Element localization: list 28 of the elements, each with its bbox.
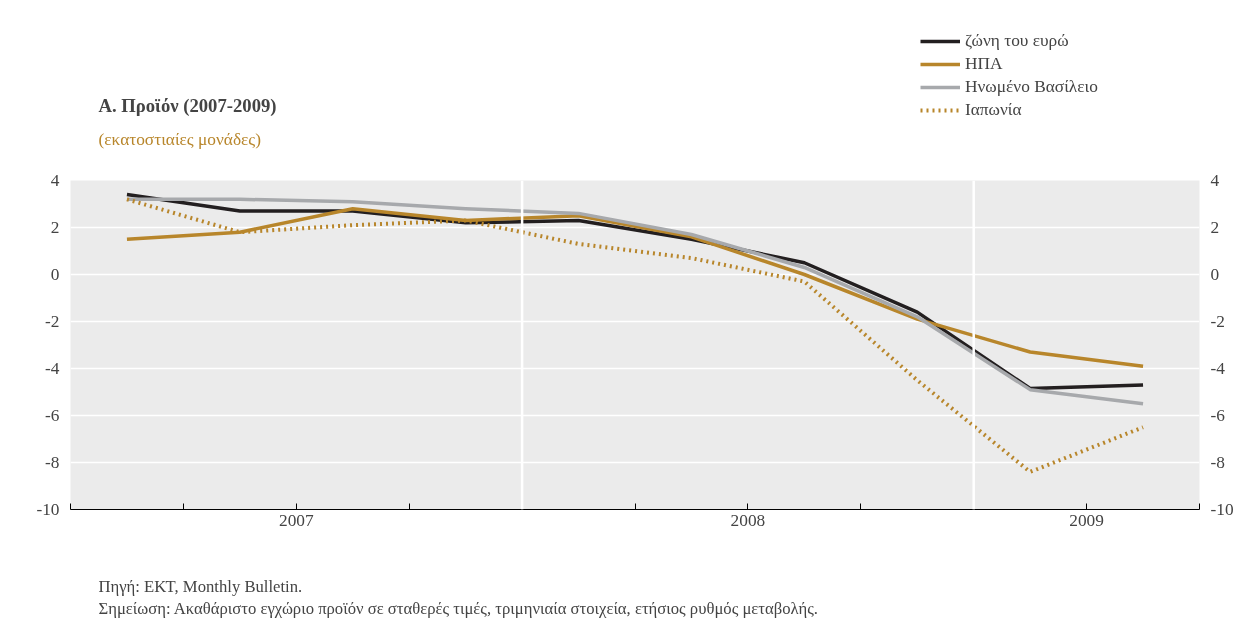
x-tick-label: 2009	[1069, 510, 1104, 530]
y-tick-label: -10	[36, 500, 60, 519]
y-tick-label: 4	[50, 171, 60, 190]
legend-label: ζώνη του ευρώ	[965, 31, 1069, 51]
y-tick-label: -8	[45, 453, 60, 472]
y2-tick-label: -10	[1210, 500, 1234, 519]
text: Σημείωση: Ακαθάριστο εγχώριο προϊόν σε σταθερές τιμές, τριμηνιαία στοιχεία, ετήσιος ρυθμός μεταβολής.	[98, 598, 818, 618]
y-tick-label: -2	[45, 312, 60, 331]
legend-label: ΗΠΑ	[965, 54, 1003, 74]
legend-label: Ιαπωνία	[965, 100, 1022, 120]
y-tick-label: 2	[50, 218, 60, 237]
y2-tick-label: 2	[1210, 218, 1220, 237]
y2-tick-label: -2	[1210, 312, 1225, 331]
x-tick-label: 2007	[278, 510, 314, 530]
y-tick-label: 0	[50, 265, 60, 284]
y2-tick-label: -6	[1210, 406, 1226, 425]
y-tick-label: -4	[45, 359, 60, 378]
text: Πηγή: ΕΚΤ, Monthly Bulletin.	[98, 576, 303, 596]
y2-tick-label: 4	[1210, 171, 1220, 190]
y2-tick-label: -8	[1210, 453, 1225, 472]
chart-subtitle: (εκατοστιαίες μονάδες)	[98, 129, 262, 149]
legend-label: Ηνωμένο Βασίλειο	[965, 77, 1098, 97]
x-tick-label: 2008	[730, 510, 766, 530]
line-series	[124, 197, 1146, 474]
chart-title: Α. Προϊόν (2007-2009)	[98, 94, 277, 117]
y2-tick-label: -4	[1210, 359, 1226, 378]
y-tick-label: -6	[45, 406, 60, 425]
y2-tick-label: 0	[1210, 265, 1220, 284]
